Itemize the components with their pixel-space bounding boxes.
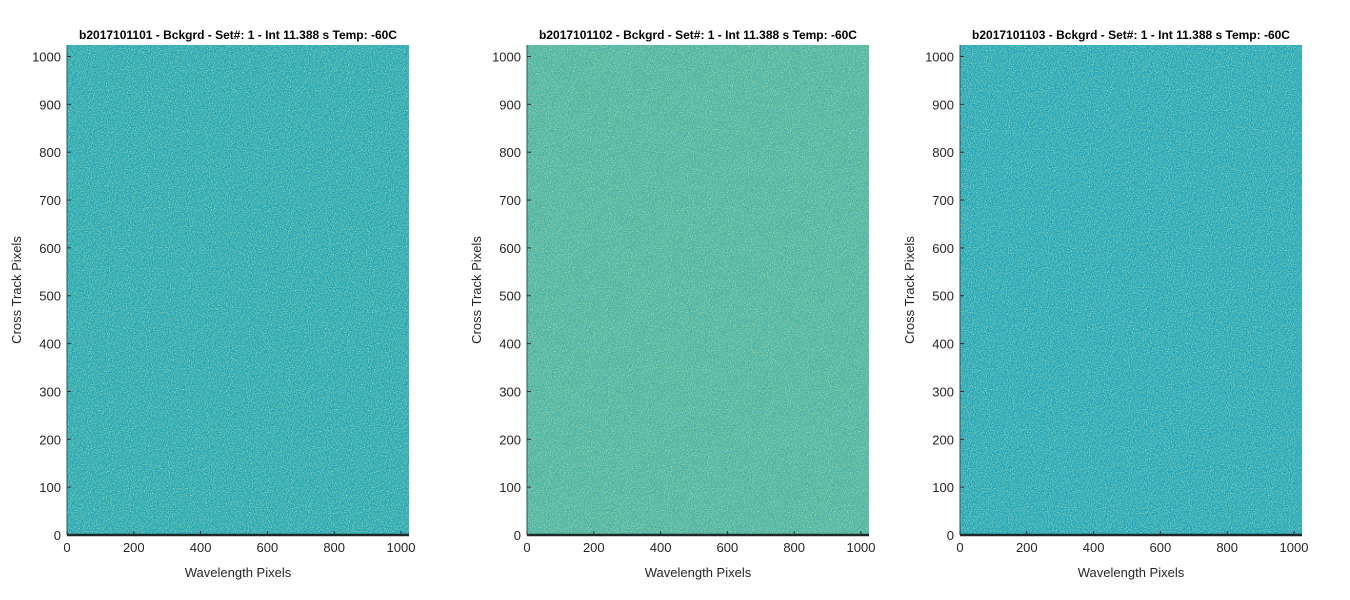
y-tick-label: 0 bbox=[947, 528, 954, 543]
y-tick-label: 600 bbox=[499, 241, 521, 256]
y-tick-label: 0 bbox=[514, 528, 521, 543]
y-tick-label: 300 bbox=[499, 384, 521, 399]
x-tick-label: 0 bbox=[523, 540, 530, 555]
y-tick-label: 400 bbox=[39, 337, 61, 352]
y-tick-label: 600 bbox=[39, 241, 61, 256]
x-tick-label: 800 bbox=[783, 540, 805, 555]
x-tick-label: 1000 bbox=[847, 540, 876, 555]
x-tick-label: 400 bbox=[650, 540, 672, 555]
y-tick-label: 100 bbox=[39, 480, 61, 495]
image-noise bbox=[960, 45, 1302, 535]
y-tick-label: 300 bbox=[39, 384, 61, 399]
y-tick-label: 100 bbox=[499, 480, 521, 495]
y-tick-label: 700 bbox=[39, 193, 61, 208]
x-axis-label: Wavelength Pixels bbox=[1078, 565, 1185, 580]
y-tick-label: 600 bbox=[932, 241, 954, 256]
x-tick-label: 200 bbox=[1016, 540, 1038, 555]
y-tick-label: 900 bbox=[499, 97, 521, 112]
y-tick-label: 200 bbox=[932, 432, 954, 447]
x-tick-label: 600 bbox=[1150, 540, 1172, 555]
x-tick-label: 1000 bbox=[387, 540, 416, 555]
y-axis-label: Cross Track Pixels bbox=[469, 236, 484, 344]
x-tick-label: 1000 bbox=[1280, 540, 1309, 555]
y-tick-label: 1000 bbox=[492, 49, 521, 64]
x-tick-label: 400 bbox=[1083, 540, 1105, 555]
y-tick-label: 400 bbox=[499, 337, 521, 352]
y-tick-label: 400 bbox=[932, 337, 954, 352]
y-tick-label: 700 bbox=[932, 193, 954, 208]
image-noise bbox=[67, 45, 409, 535]
y-tick-label: 500 bbox=[39, 289, 61, 304]
y-tick-label: 700 bbox=[499, 193, 521, 208]
y-tick-label: 200 bbox=[499, 432, 521, 447]
y-tick-label: 900 bbox=[39, 97, 61, 112]
y-tick-label: 800 bbox=[39, 145, 61, 160]
x-tick-label: 800 bbox=[323, 540, 345, 555]
y-tick-label: 900 bbox=[932, 97, 954, 112]
y-tick-label: 0 bbox=[54, 528, 61, 543]
x-tick-label: 600 bbox=[257, 540, 279, 555]
y-tick-label: 300 bbox=[932, 384, 954, 399]
y-tick-label: 500 bbox=[932, 289, 954, 304]
image-noise bbox=[527, 45, 869, 535]
x-tick-label: 400 bbox=[190, 540, 212, 555]
x-axis-label: Wavelength Pixels bbox=[185, 565, 292, 580]
chart-title: b2017101103 - Bckgrd - Set#: 1 - Int 11.… bbox=[972, 28, 1290, 42]
x-tick-label: 200 bbox=[583, 540, 605, 555]
y-tick-label: 200 bbox=[39, 432, 61, 447]
chart-title: b2017101102 - Bckgrd - Set#: 1 - Int 11.… bbox=[539, 28, 857, 42]
chart-title: b2017101101 - Bckgrd - Set#: 1 - Int 11.… bbox=[79, 28, 397, 42]
x-tick-label: 0 bbox=[63, 540, 70, 555]
x-tick-label: 200 bbox=[123, 540, 145, 555]
x-tick-label: 0 bbox=[956, 540, 963, 555]
x-tick-label: 800 bbox=[1216, 540, 1238, 555]
y-tick-label: 100 bbox=[932, 480, 954, 495]
y-tick-label: 1000 bbox=[32, 49, 61, 64]
y-tick-label: 800 bbox=[499, 145, 521, 160]
y-axis-label: Cross Track Pixels bbox=[9, 236, 24, 344]
x-axis-label: Wavelength Pixels bbox=[645, 565, 752, 580]
y-tick-label: 500 bbox=[499, 289, 521, 304]
x-tick-label: 600 bbox=[717, 540, 739, 555]
y-tick-label: 1000 bbox=[925, 49, 954, 64]
y-tick-label: 800 bbox=[932, 145, 954, 160]
y-axis-label: Cross Track Pixels bbox=[902, 236, 917, 344]
